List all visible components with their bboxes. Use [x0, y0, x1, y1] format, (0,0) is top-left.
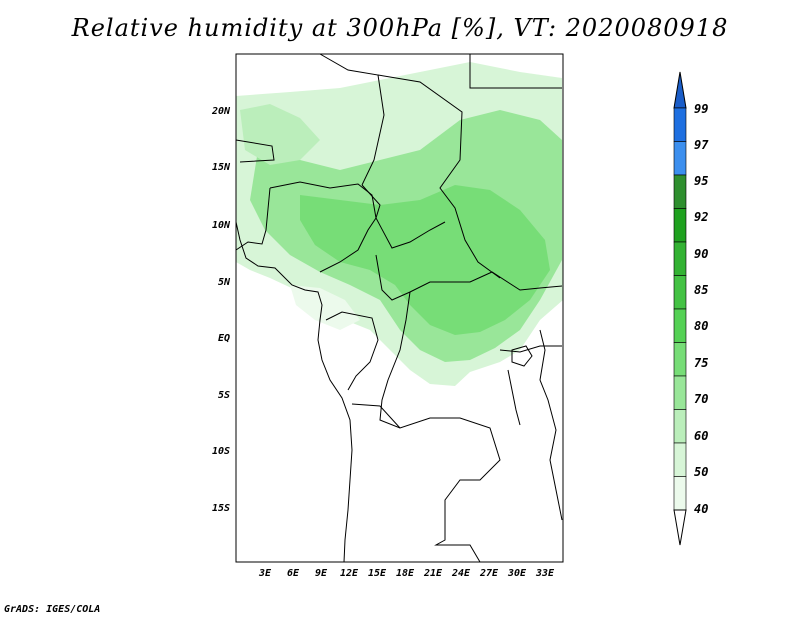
lake-victoria — [511, 345, 533, 367]
humidity-region-center — [300, 185, 550, 335]
colorbar-label: 95 — [694, 174, 708, 188]
border-line-12 — [499, 345, 562, 353]
colorbar-box — [673, 375, 687, 410]
borders — [235, 53, 563, 563]
lon-tick-label: 6E — [287, 568, 300, 579]
border-line-5 — [361, 184, 446, 249]
colorbar-box — [673, 107, 687, 142]
humidity-patch-west — [240, 104, 320, 165]
border-line-10 — [235, 139, 275, 163]
colorbar-box — [673, 174, 687, 209]
colorbar-label: 60 — [694, 429, 708, 443]
border-line-6 — [375, 254, 563, 301]
lon-tick-label: 18E — [396, 568, 415, 579]
colorbar-label: 92 — [694, 210, 708, 224]
lon-tick-label: 21E — [423, 568, 443, 579]
border-line-8 — [351, 403, 401, 429]
colorbar-label: 50 — [694, 465, 708, 479]
colorbar-box — [673, 275, 687, 310]
lon-tick-label: 12E — [340, 568, 359, 579]
colorbar-box — [673, 241, 687, 276]
lon-tick-label: 15E — [368, 568, 387, 579]
lat-tick-label: 10S — [212, 446, 230, 457]
colorbar-box — [673, 476, 687, 511]
humidity-field — [236, 62, 563, 386]
lon-tick-label: 24E — [451, 568, 471, 579]
lat-tick-label: EQ — [218, 333, 230, 344]
border-line-9 — [325, 311, 379, 391]
colorbar-box — [673, 342, 687, 377]
colorbar: 99 97 95 92 90 85 80 75 70 60 50 40 — [673, 71, 709, 546]
colorbar-label: 85 — [694, 283, 708, 297]
humidity-patch-southwest — [290, 285, 360, 330]
lon-tick-label: 9E — [315, 568, 328, 579]
lon-tick-label: 3E — [258, 568, 272, 579]
lat-tick-label: 5S — [218, 390, 230, 401]
border-line-2 — [377, 74, 501, 279]
colorbar-label: 70 — [694, 392, 708, 406]
colorbar-label: 97 — [694, 138, 709, 152]
colorbar-box — [673, 308, 687, 343]
colorbar-label: 75 — [694, 356, 708, 370]
border-line-4 — [269, 181, 377, 273]
border-line-11 — [235, 187, 271, 251]
lat-tick-label: 5N — [218, 277, 231, 288]
lat-tick-label: 10N — [212, 220, 231, 231]
colorbar-box — [673, 442, 687, 477]
map-frame — [235, 53, 564, 563]
colorbar-boxes — [673, 107, 687, 511]
colorbar-label: 99 — [694, 102, 708, 116]
colorbar-bottom-arrow — [673, 509, 687, 546]
border-line-1 — [319, 53, 385, 186]
colorbar-label: 90 — [694, 247, 708, 261]
lon-tick-label: 27E — [479, 568, 499, 579]
lat-tick-label: 15N — [212, 162, 231, 173]
coastline-west-africa — [235, 221, 353, 563]
border-line-3 — [469, 54, 562, 89]
colorbar-box — [673, 409, 687, 444]
lon-tick-label: 30E — [507, 568, 527, 579]
border-line-7 — [379, 291, 501, 563]
colorbar-box — [673, 208, 687, 243]
colorbar-label: 40 — [694, 502, 708, 516]
lat-tick-label: 20N — [211, 106, 231, 117]
colorbar-label: 80 — [694, 319, 708, 333]
lake-tanganyika — [507, 369, 521, 426]
border-line-13 — [539, 329, 563, 521]
lat-tick-label: 15S — [212, 503, 230, 514]
lon-tick-label: 33E — [535, 568, 555, 579]
colorbar-box — [673, 141, 687, 176]
credit-text: GrADS: IGES/COLA — [4, 604, 101, 615]
chart-title: Relative humidity at 300hPa [%], VT: 202… — [71, 14, 729, 42]
latitude-axis: 20N 15N 10N 5N EQ 5S 10S 15S — [211, 106, 231, 514]
longitude-axis: 3E 6E 9E 12E 15E 18E 21E 24E 27E 30E 33E — [258, 568, 555, 579]
colorbar-top-arrow — [673, 71, 687, 109]
